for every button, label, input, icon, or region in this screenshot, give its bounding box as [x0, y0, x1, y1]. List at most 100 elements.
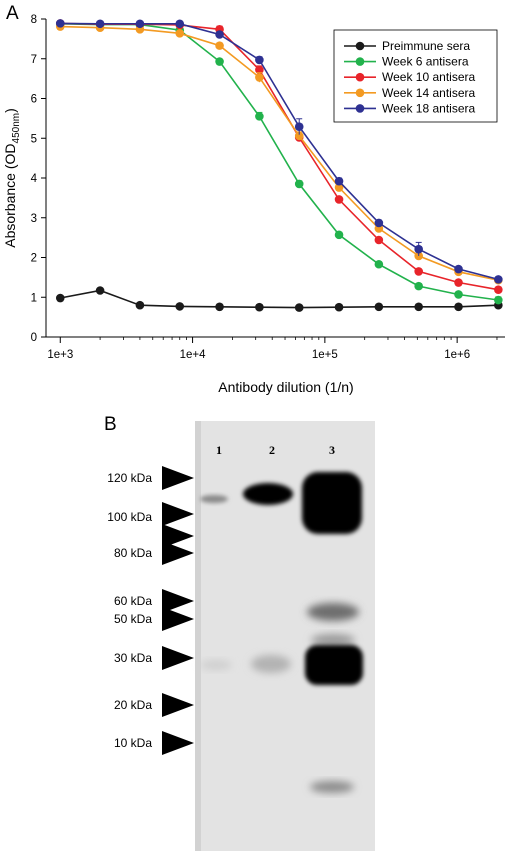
legend-swatch-marker	[355, 57, 365, 66]
legend-label: Week 10 antisera	[382, 70, 475, 84]
marker-label: 30 kDa	[114, 651, 152, 665]
y-tick-label: 0	[31, 332, 37, 344]
data-point	[334, 230, 344, 240]
legend-label: Preimmune sera	[382, 39, 470, 53]
panel-a: A 0 1 2 3 4 5 6 7 8 1e+3 1e+4 1e+5 1e+6 Antibody dilu…	[2, 3, 505, 395]
series-line	[60, 22, 499, 281]
lane-3-band-40kda	[311, 634, 355, 646]
marker-arrow	[162, 524, 194, 548]
x-tick-label: 1e+5	[312, 349, 338, 361]
data-point	[135, 19, 145, 29]
y-tick-label: 3	[31, 213, 37, 225]
molecular-weight-markers: 120 kDa 100 kDa 80 kDa 60 kDa 50 kDa 30 kDa 20…	[107, 466, 194, 755]
y-axis-title: Absorbance (OD450nm)	[2, 108, 22, 248]
data-point	[294, 131, 304, 141]
data-point	[494, 295, 503, 305]
data-point	[255, 65, 264, 75]
marker-label: 80 kDa	[114, 546, 152, 560]
y-axis-title-main: Absorbance (OD	[2, 143, 18, 247]
data-point	[454, 290, 463, 299]
data-point	[414, 244, 423, 254]
series-week-18-antisera	[55, 19, 503, 284]
legend-swatch-marker	[355, 41, 365, 51]
y-tick-label: 1	[31, 292, 37, 304]
x-tick-label: 1e+4	[180, 349, 207, 361]
marker-arrow	[162, 466, 194, 490]
data-point	[95, 19, 105, 29]
data-point	[294, 122, 304, 132]
data-point	[135, 300, 145, 310]
data-point	[255, 302, 264, 312]
data-point	[494, 285, 503, 294]
legend-swatch-marker	[355, 88, 365, 98]
y-tick-label: 8	[31, 14, 37, 26]
data-point	[255, 55, 264, 65]
data-point	[215, 30, 224, 39]
data-point	[414, 267, 423, 276]
data-point	[374, 218, 384, 228]
data-point	[95, 286, 105, 295]
x-tick-label: 1e+3	[47, 349, 73, 361]
data-point	[294, 179, 304, 189]
data-point	[374, 259, 384, 269]
legend-swatch-marker	[355, 104, 365, 113]
data-point	[454, 278, 463, 287]
lane-3-band-30kda	[305, 645, 363, 685]
y-tick-label: 7	[31, 54, 37, 66]
data-point	[294, 303, 304, 312]
series-line	[60, 289, 499, 309]
lane-3-band-low	[310, 781, 354, 793]
marker-arrow	[162, 646, 194, 670]
data-point	[55, 19, 65, 28]
marker-arrow	[162, 693, 194, 717]
legend-label: Week 18 antisera	[382, 101, 475, 115]
data-point	[414, 302, 423, 312]
marker-label: 60 kDa	[114, 594, 152, 608]
x-tick-label: 1e+6	[444, 349, 470, 361]
series-line	[60, 25, 499, 281]
data-point	[334, 195, 344, 204]
lane-number-1: 1	[216, 443, 222, 457]
marker-label: 10 kDa	[114, 736, 152, 750]
y-tick-label: 6	[31, 94, 37, 106]
panel-a-letter: A	[6, 3, 19, 24]
legend-label: Week 6 antisera	[382, 55, 469, 69]
data-point	[255, 112, 264, 121]
data-point	[334, 176, 344, 186]
data-point	[454, 302, 463, 312]
lane-number-3: 3	[329, 443, 335, 457]
marker-arrow	[162, 541, 194, 565]
data-point	[374, 235, 384, 245]
data-point	[175, 19, 185, 29]
marker-arrow	[162, 731, 194, 755]
data-point	[55, 293, 65, 303]
marker-arrow	[162, 502, 194, 526]
lane-2-band-30kda	[251, 655, 291, 673]
y-axis-title-subscript: 450nm	[11, 113, 22, 144]
lane-3-band-55kda	[307, 603, 359, 621]
titration-chart: 0 1 2 3 4 5 6 7 8 1e+3 1e+4 1e+5 1e+6 Antibody diluti…	[2, 14, 505, 395]
data-point	[374, 302, 384, 312]
marker-label: 120 kDa	[107, 471, 152, 485]
marker-arrow	[162, 607, 194, 631]
lane-2-band-110kda	[243, 483, 293, 505]
lane-3-band-110kda	[302, 472, 362, 534]
panel-b: B 1 2 3 120 kDa 100 kDa 80 kDa 60 kDa 50 kDa…	[104, 414, 375, 851]
y-tick-label: 2	[31, 253, 37, 265]
y-axis-title-close: )	[2, 108, 18, 113]
data-point	[175, 29, 185, 38]
data-point	[334, 183, 344, 192]
marker-label: 50 kDa	[114, 612, 152, 626]
data-point	[494, 275, 503, 284]
data-point	[175, 302, 185, 311]
y-tick-label: 5	[31, 133, 37, 145]
data-point	[334, 302, 344, 312]
legend-swatch-marker	[355, 72, 365, 82]
lane-1-band-110kda	[200, 495, 228, 503]
lane-1-band-30kda	[200, 660, 232, 670]
data-point	[414, 281, 423, 291]
marker-label: 100 kDa	[107, 510, 152, 524]
marker-arrow	[162, 589, 194, 613]
